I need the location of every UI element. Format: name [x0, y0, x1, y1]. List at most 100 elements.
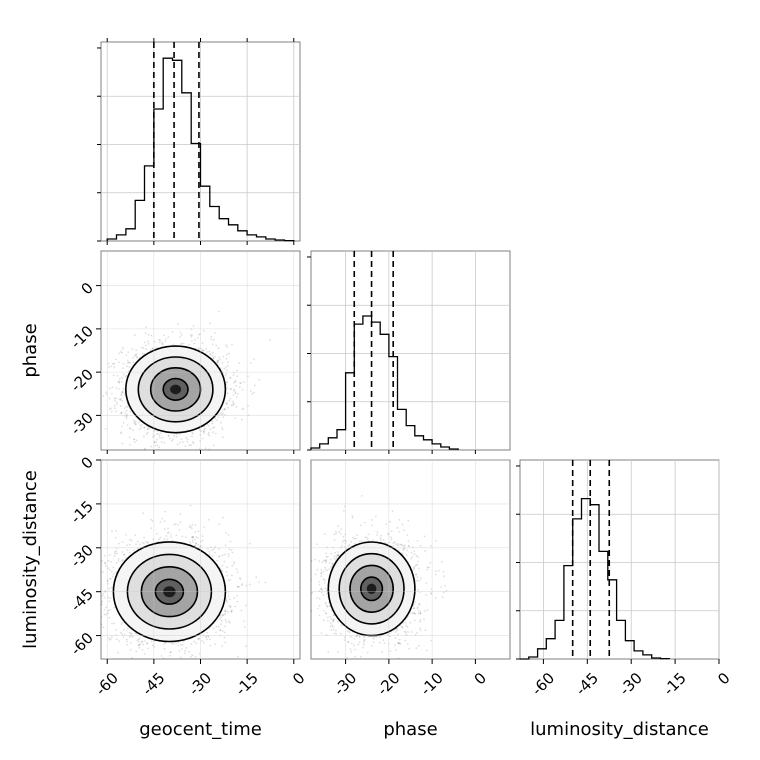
scatter-point — [217, 416, 220, 418]
scatter-point — [160, 432, 162, 434]
scatter-point — [206, 351, 208, 353]
scatter-point — [160, 441, 163, 443]
scatter-point — [232, 402, 235, 405]
scatter-point — [121, 377, 124, 380]
scatter-point — [107, 559, 110, 562]
scatter-point — [117, 381, 120, 384]
scatter-point — [125, 409, 128, 412]
scatter-point — [234, 605, 237, 608]
scatter-point — [123, 628, 125, 631]
scatter-point — [227, 595, 230, 597]
scatter-point — [163, 528, 166, 530]
scatter-point — [218, 555, 221, 558]
scatter-point — [211, 422, 214, 425]
scatter-point — [226, 369, 228, 372]
scatter-point — [209, 644, 212, 647]
scatter-point — [147, 541, 150, 544]
scatter-point — [139, 543, 141, 546]
scatter-point — [258, 378, 261, 381]
scatter-point — [236, 595, 238, 597]
scatter-point — [139, 643, 142, 645]
scatter-point — [120, 623, 123, 625]
scatter-point — [193, 342, 196, 345]
scatter-point — [225, 403, 228, 406]
scatter-point — [189, 525, 191, 528]
scatter-point — [214, 551, 217, 554]
scatter-point — [121, 400, 124, 402]
scatter-point — [190, 527, 193, 530]
scatter-point — [192, 441, 194, 443]
scatter-point — [91, 623, 93, 625]
scatter-point — [124, 375, 127, 378]
scatter-point — [95, 618, 97, 620]
scatter-point — [147, 342, 150, 345]
scatter-point — [135, 543, 137, 545]
scatter-point — [169, 533, 172, 536]
scatter-point — [140, 426, 143, 429]
scatter-point — [101, 560, 104, 562]
scatter-point — [137, 644, 140, 647]
scatter-point — [123, 553, 126, 556]
scatter-point — [146, 642, 149, 645]
scatter-point — [205, 636, 208, 639]
scatter-point — [101, 616, 103, 618]
scatter-point — [130, 633, 133, 636]
scatter-point — [186, 438, 189, 440]
scatter-point — [208, 553, 211, 556]
scatter-point — [129, 538, 132, 541]
scatter-point — [135, 439, 138, 442]
scatter-point — [211, 355, 214, 358]
scatter-point — [189, 334, 192, 336]
scatter-point — [109, 407, 112, 410]
scatter-point — [180, 333, 183, 336]
scatter-point — [135, 650, 138, 653]
density-level — [170, 384, 182, 395]
scatter-point — [233, 388, 236, 391]
scatter-point — [134, 632, 137, 635]
scatter-point — [75, 583, 77, 585]
scatter-point — [118, 381, 121, 384]
scatter-point — [202, 349, 204, 352]
scatter-point — [145, 326, 147, 328]
scatter-point — [226, 387, 229, 389]
scatter-point — [191, 539, 194, 541]
scatter-point — [118, 542, 120, 545]
scatter-point — [224, 641, 227, 644]
scatter-point — [122, 422, 125, 424]
scatter-point — [194, 538, 197, 541]
scatter-point — [186, 666, 188, 668]
scatter-point — [121, 442, 124, 445]
scatter-point — [216, 359, 219, 362]
scatter-point — [120, 431, 123, 434]
scatter-point — [131, 657, 134, 659]
scatter-point — [123, 407, 126, 410]
scatter-point — [106, 393, 108, 396]
scatter-point — [188, 675, 190, 677]
scatter-point — [120, 412, 122, 415]
scatter-point — [107, 362, 110, 365]
scatter-point — [178, 528, 181, 531]
scatter-point — [115, 358, 117, 361]
scatter-point — [195, 536, 198, 538]
scatter-point — [229, 605, 232, 607]
scatter-point — [237, 655, 239, 658]
scatter-point — [108, 587, 110, 590]
scatter-point — [212, 444, 215, 447]
scatter-point — [109, 609, 112, 611]
scatter-point — [96, 427, 98, 429]
scatter-point — [238, 586, 241, 588]
scatter-point — [226, 402, 228, 405]
scatter-point — [194, 672, 196, 674]
scatter-point — [214, 417, 217, 420]
scatter-point — [171, 331, 174, 333]
scatter-point — [215, 344, 218, 347]
scatter-point — [201, 640, 203, 642]
scatter-point — [143, 426, 146, 429]
scatter-point — [142, 512, 145, 515]
scatter-point — [203, 432, 205, 434]
scatter-point — [243, 626, 246, 628]
scatter-point — [169, 651, 172, 654]
scatter-point — [221, 409, 224, 411]
scatter-point — [119, 405, 122, 408]
scatter-point — [217, 625, 220, 628]
